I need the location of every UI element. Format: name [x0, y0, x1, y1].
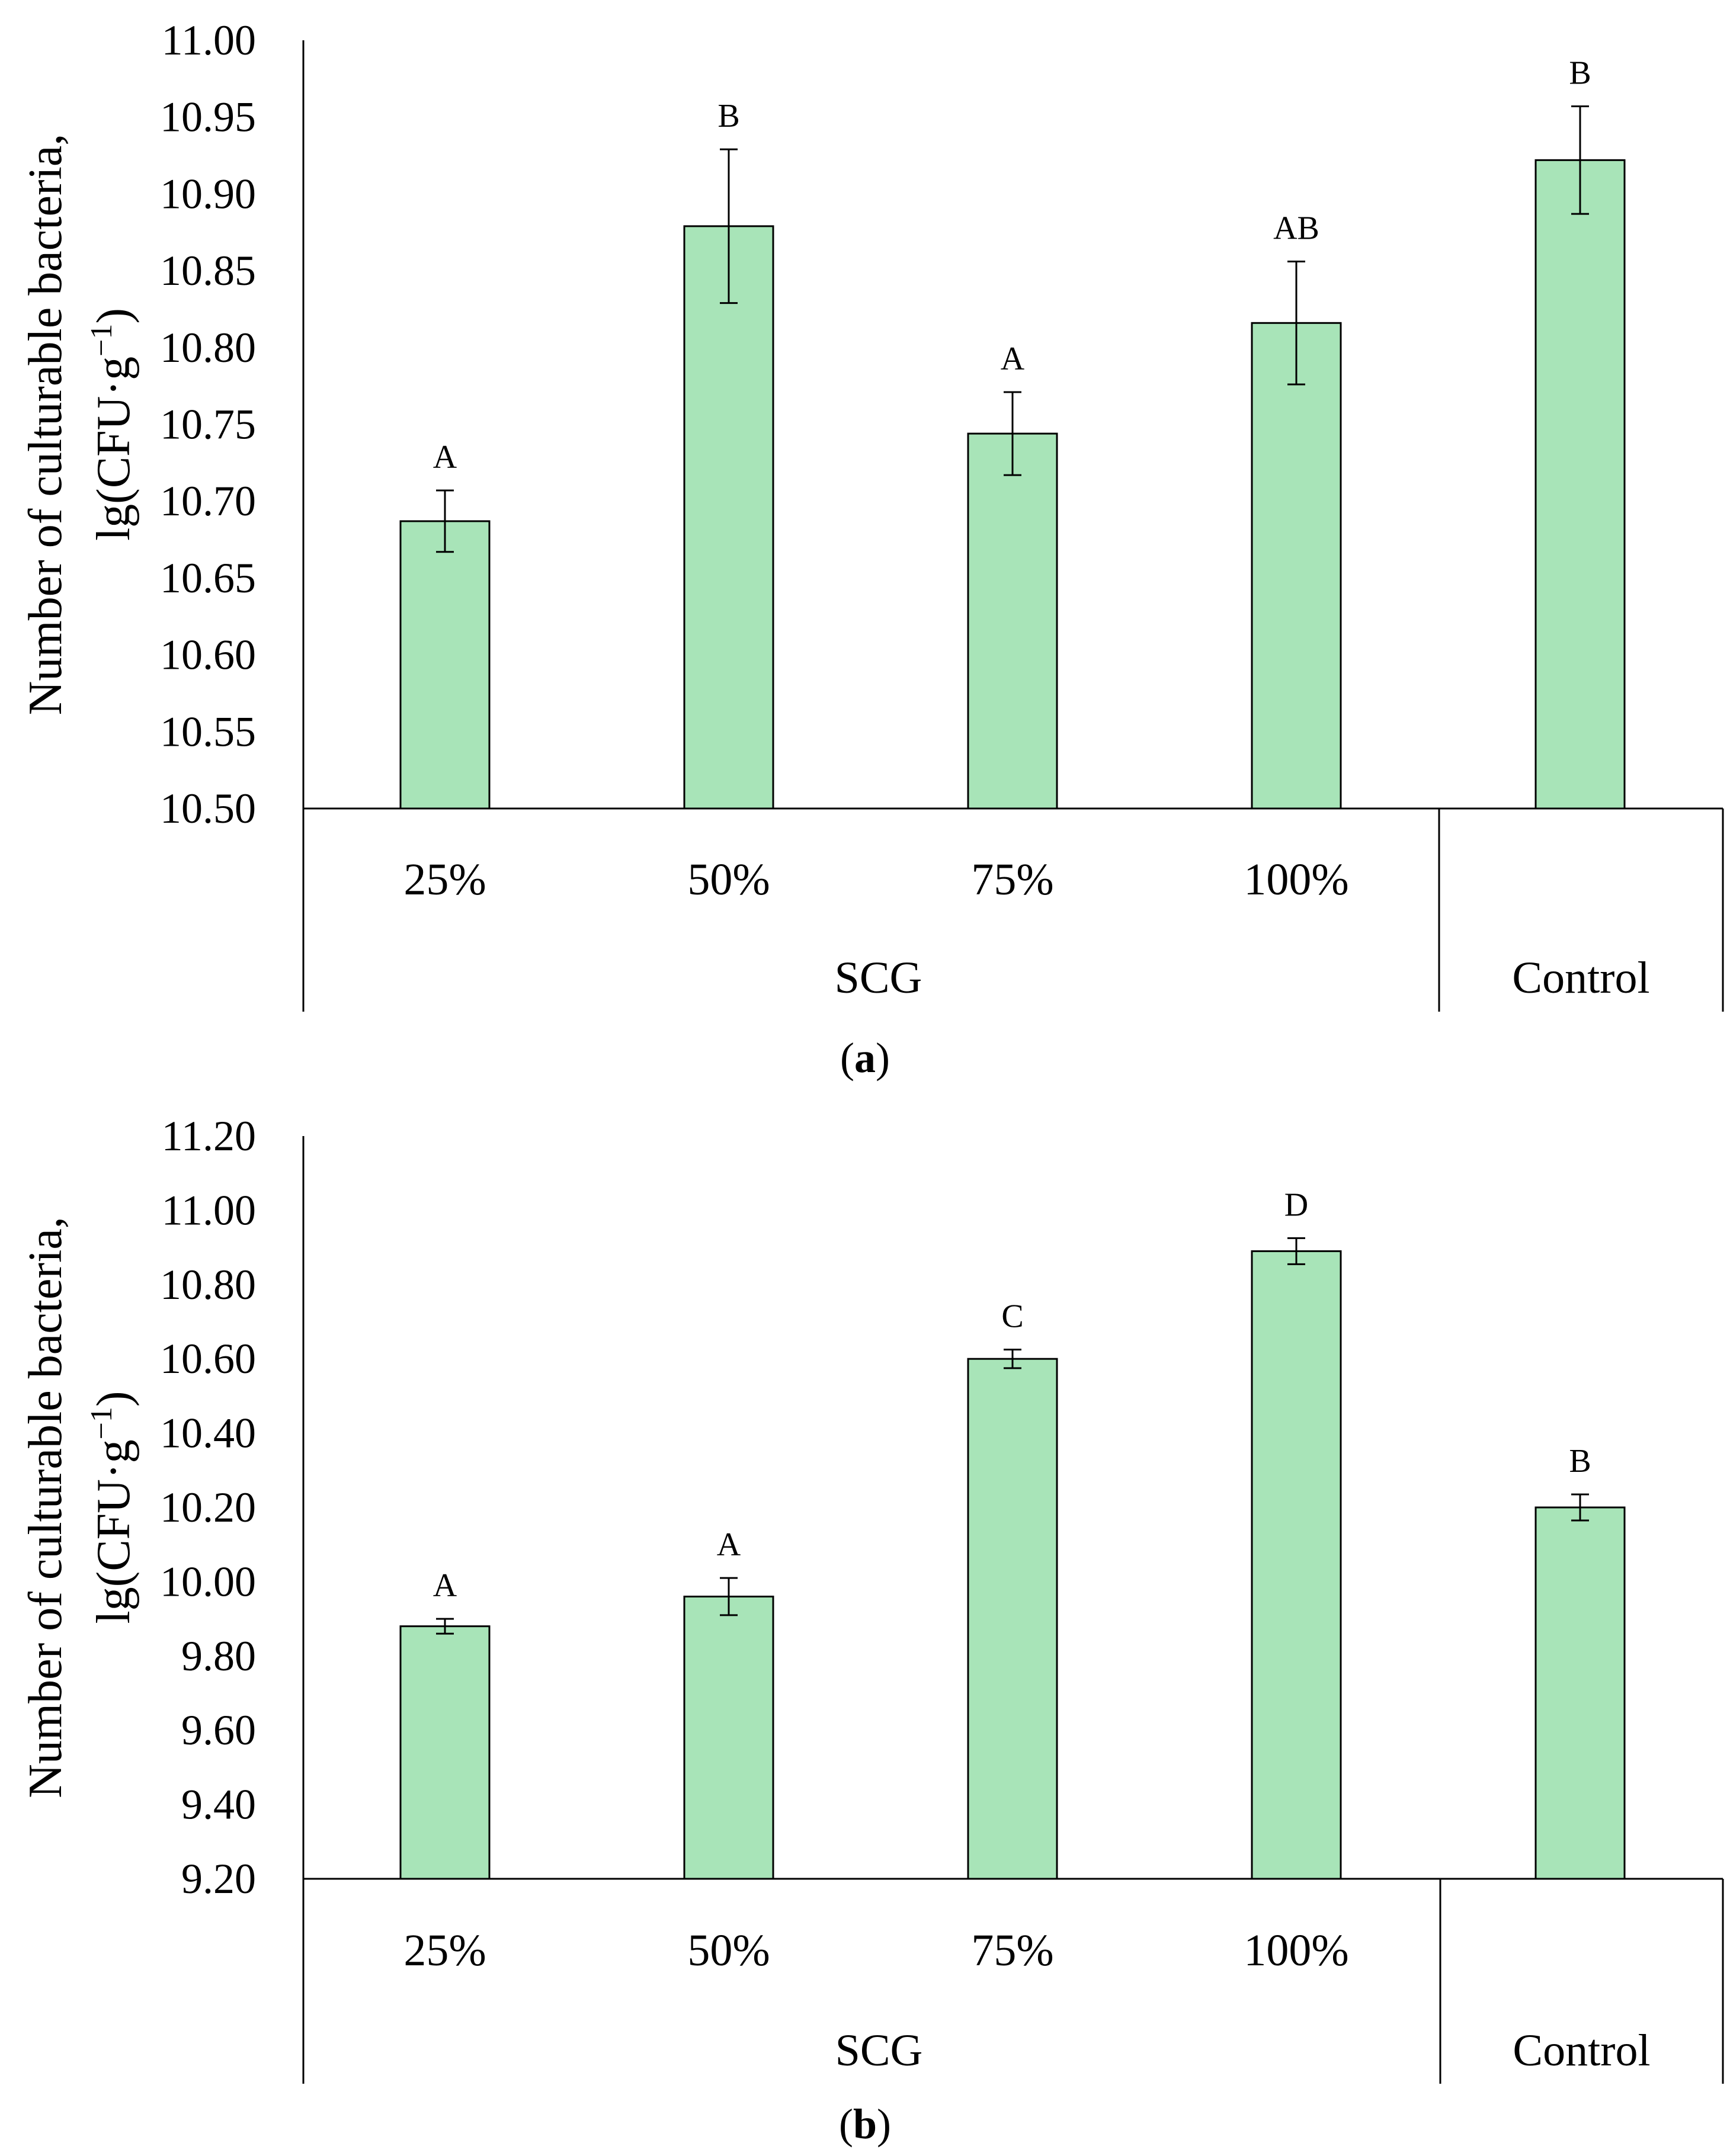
significance-letter: A — [433, 439, 457, 476]
x-tick-label: 75% — [971, 855, 1053, 904]
chart-panel-a: 10.50 10.55 10.60 10.65 10.70 10.75 10.80 10.85… — [20, 17, 1724, 1082]
panel-caption-letter: a — [854, 1034, 876, 1082]
y-axis-label-superscript: −1 — [85, 324, 118, 357]
y-tick-label: 11.00 — [162, 1186, 256, 1234]
bar — [1251, 322, 1342, 810]
x-tick-label: 25% — [403, 1926, 486, 1975]
y-tick-label: 9.60 — [181, 1706, 256, 1754]
y-tick-label: 10.70 — [160, 477, 256, 525]
y-tick-label: 10.80 — [160, 324, 256, 371]
y-axis-label-line2: lg(CFU·g−1) — [85, 308, 140, 541]
x-tick-label: 25% — [403, 855, 486, 904]
y-tick-label: 9.40 — [181, 1781, 256, 1828]
group-label: SCG — [835, 2026, 923, 2075]
y-tick-label: 10.85 — [160, 247, 256, 294]
y-tick-label: 10.65 — [160, 554, 256, 602]
significance-letter: B — [717, 98, 739, 134]
x-tick-label: 50% — [687, 1926, 770, 1975]
bar — [1251, 1250, 1342, 1880]
x-tick-label: 75% — [971, 1926, 1053, 1975]
panel-caption-open-paren: ( — [839, 2100, 853, 2148]
y-tick-label: 10.50 — [160, 785, 256, 832]
panel-caption-letter: b — [853, 2100, 877, 2148]
y-tick-label: 10.00 — [160, 1558, 256, 1605]
y-axis-label-suffix: ) — [88, 1391, 140, 1407]
panel-caption: (b) — [839, 2100, 891, 2148]
y-tick-label: 10.60 — [160, 1335, 256, 1382]
group-label: Control — [1512, 953, 1649, 1003]
panel-caption-open-paren: ( — [840, 1034, 854, 1082]
y-tick-label: 10.80 — [160, 1261, 256, 1308]
significance-letter: A — [1001, 341, 1025, 377]
significance-letter: C — [1001, 1298, 1023, 1335]
y-tick-label: 10.90 — [160, 170, 256, 217]
y-tick-label: 9.20 — [181, 1855, 256, 1902]
bar — [1534, 159, 1626, 810]
y-tick-label: 10.20 — [160, 1484, 256, 1531]
y-axis-label-suffix: ) — [88, 308, 140, 324]
y-tick-label: 10.55 — [160, 708, 256, 755]
panel-caption-close-paren: ) — [876, 1034, 890, 1082]
group-label: SCG — [835, 953, 922, 1003]
y-tick-label: 10.75 — [160, 401, 256, 448]
bar — [1534, 1506, 1626, 1880]
significance-letter: A — [433, 1567, 457, 1604]
y-axis-label-prefix: lg(CFU·g — [88, 357, 140, 541]
y-tick-label: 10.95 — [160, 94, 256, 141]
y-tick-label: 11.20 — [162, 1112, 256, 1160]
x-tick-label: 100% — [1244, 1926, 1348, 1975]
chart-panel-b: 9.20 9.40 9.60 9.80 10.00 10.20 10.40 10.60 10.8… — [20, 1112, 1724, 2148]
significance-letter: AB — [1273, 210, 1319, 247]
bar — [967, 432, 1058, 810]
y-axis-label-line1: Number of culturable bacteria, — [20, 134, 72, 716]
significance-letter: B — [1569, 55, 1591, 92]
y-axis-label-prefix: lg(CFU·g — [88, 1439, 140, 1624]
significance-letter: B — [1569, 1443, 1591, 1480]
x-tick-label: 50% — [687, 855, 770, 904]
y-axis-label-line1: Number of culturable bacteria, — [20, 1217, 72, 1798]
y-axis-label-superscript: −1 — [85, 1407, 118, 1439]
significance-letter: A — [717, 1526, 741, 1563]
bar — [683, 225, 774, 810]
y-tick-label: 11.00 — [162, 17, 256, 64]
group-label: Control — [1513, 2026, 1650, 2075]
y-tick-label: 10.60 — [160, 631, 256, 679]
bar — [399, 1625, 491, 1880]
x-tick-label: 100% — [1244, 855, 1348, 904]
panel-caption-close-paren: ) — [877, 2100, 891, 2148]
significance-letter: D — [1284, 1186, 1308, 1223]
y-axis-label-line2: lg(CFU·g−1) — [85, 1391, 140, 1624]
bar — [967, 1358, 1058, 1880]
bar — [399, 520, 491, 810]
bar — [683, 1595, 774, 1880]
y-tick-label: 10.40 — [160, 1410, 256, 1457]
y-tick-label: 9.80 — [181, 1632, 256, 1680]
panel-caption: (a) — [840, 1034, 890, 1082]
